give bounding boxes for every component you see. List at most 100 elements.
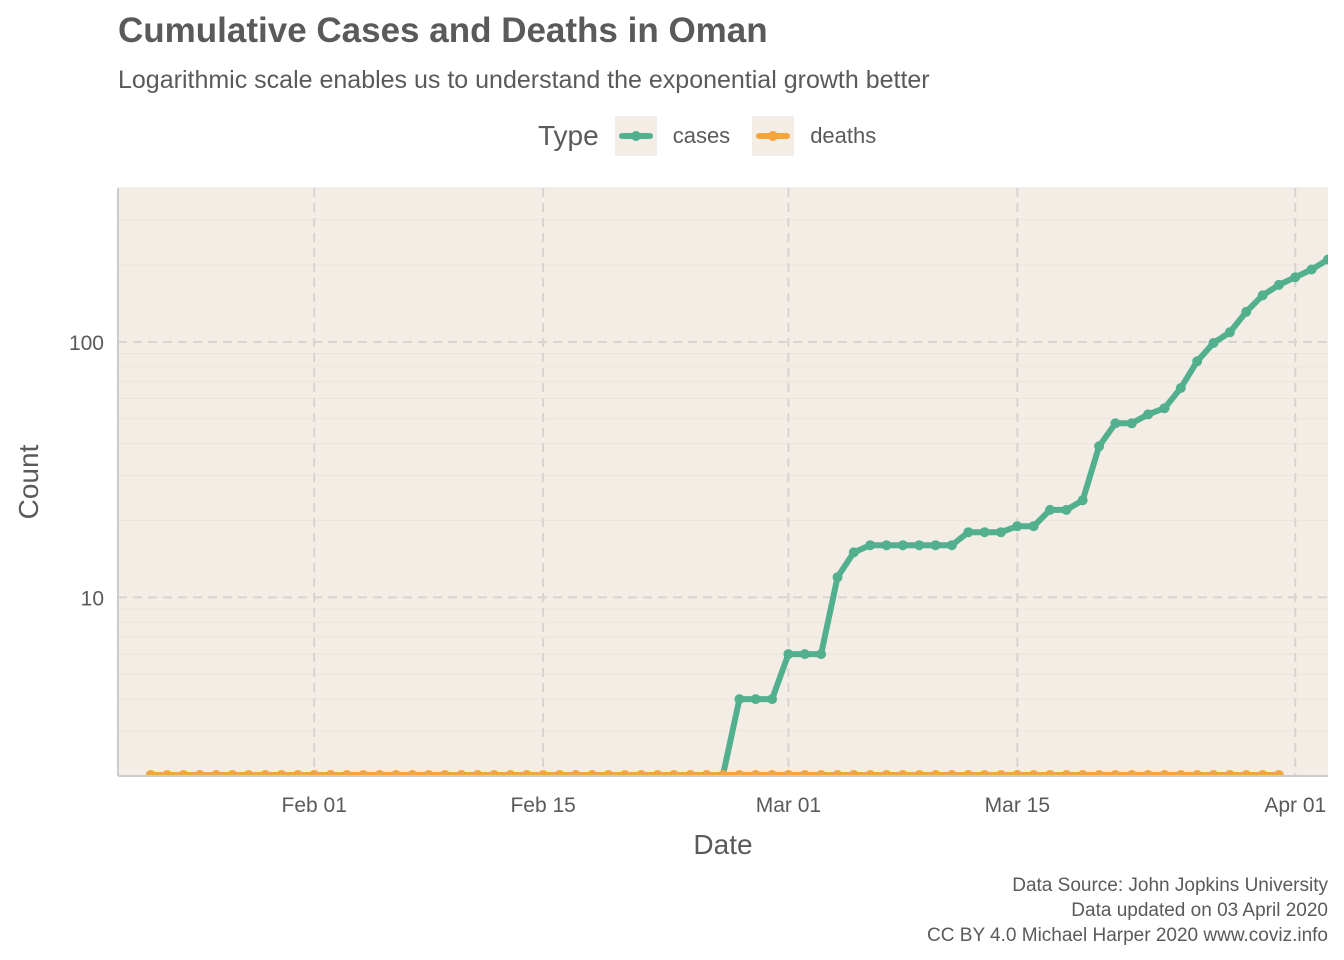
data-point-deaths [243,770,254,776]
data-point-deaths [1126,770,1137,776]
data-point-deaths [1045,770,1055,776]
data-point-cases [914,540,925,551]
data-point-cases [930,540,941,551]
data-point-deaths [1094,770,1105,776]
data-point-cases [1208,338,1219,348]
data-point-deaths [194,770,205,776]
data-point-deaths [341,770,352,776]
data-point-deaths [1257,770,1268,776]
legend: Type cases deaths [538,116,898,156]
data-point-cases [897,540,908,551]
data-point-deaths [603,770,614,776]
data-point-cases [946,540,957,551]
data-point-deaths [1192,770,1203,776]
legend-item-cases: cases [614,116,731,156]
data-point-cases [799,649,810,660]
data-point-deaths [1061,770,1072,776]
data-point-deaths [1077,770,1088,776]
legend-label-cases: cases [672,123,731,148]
data-point-cases [848,547,859,558]
data-point-cases [979,527,990,538]
data-point-deaths [668,770,679,776]
data-point-cases [996,527,1006,538]
data-point-cases [750,694,761,705]
data-point-deaths [489,770,500,776]
legend-item-deaths: deaths [752,116,876,156]
data-point-cases [1192,356,1203,367]
data-point-deaths [963,770,974,776]
data-point-deaths [1224,770,1235,776]
data-point-deaths [1175,770,1186,776]
chart-subtitle: Logarithmic scale enables us to understa… [118,66,930,94]
data-point-deaths [636,770,647,776]
data-point-deaths [685,770,696,776]
data-point-deaths [178,770,189,776]
x-tick-label: Apr 01 [1264,794,1326,817]
data-point-deaths [538,770,549,776]
data-point-deaths [309,770,320,776]
data-point-cases [1143,409,1154,420]
legend-label-deaths: deaths [810,123,877,148]
data-point-deaths [946,770,957,776]
data-point-deaths [145,770,156,776]
data-point-deaths [570,770,581,776]
data-point-deaths [718,770,728,776]
data-point-cases [1012,521,1023,532]
data-point-deaths [996,770,1006,776]
data-point-deaths [1273,770,1284,776]
data-point-cases [1110,418,1121,429]
data-point-deaths [914,770,925,776]
data-point-deaths [587,770,598,776]
data-point-deaths [423,770,434,776]
data-point-deaths [652,770,663,776]
data-point-cases [881,540,892,551]
data-point-cases [1273,279,1284,290]
data-point-cases [963,527,974,538]
data-point-deaths [456,770,467,776]
data-point-cases [865,540,876,551]
data-point-cases [1241,306,1252,317]
data-point-deaths [930,770,941,776]
data-point-cases [1306,264,1317,275]
data-point-deaths [554,770,565,776]
x-tick-label: Mar 15 [985,794,1050,817]
caption-source: Data Source: John Jopkins University [1012,875,1328,896]
y-tick-label: 10 [81,587,104,610]
data-point-deaths [325,770,336,776]
data-point-deaths [897,770,908,776]
data-point-cases [767,694,778,705]
data-point-deaths [750,770,761,776]
y-tick-label: 100 [69,332,104,355]
data-point-deaths [162,770,173,776]
data-point-cases [1257,290,1268,301]
data-point-deaths [816,770,827,776]
chart-title: Cumulative Cases and Deaths in Oman [118,11,768,50]
data-point-cases [1159,403,1170,414]
y-axis-title: Count [13,444,44,519]
data-point-deaths [472,770,483,776]
data-point-cases [1323,254,1328,265]
data-point-cases [1061,504,1072,515]
data-point-deaths [440,770,450,776]
data-point-cases [1175,383,1186,393]
data-point-deaths [1110,770,1121,776]
plot-panel [118,188,1328,776]
x-tick-label: Feb 15 [510,794,575,817]
data-point-cases [1094,441,1105,452]
data-point-deaths [391,770,401,776]
x-tick-label: Feb 01 [282,794,347,817]
data-point-deaths [848,770,859,776]
data-point-deaths [1159,770,1170,776]
caption-license: CC BY 4.0 Michael Harper 2020 www.coviz.… [927,925,1328,946]
data-point-deaths [1208,770,1219,776]
data-point-deaths [799,770,810,776]
legend-key-cases-icon [614,116,657,156]
data-point-cases [1126,418,1137,429]
legend-key-deaths-icon [752,116,795,156]
data-point-deaths [1012,770,1023,776]
data-point-cases [1028,521,1039,532]
data-point-deaths [865,770,876,776]
data-point-cases [816,649,827,660]
data-point-deaths [260,770,271,776]
data-point-deaths [619,770,630,776]
